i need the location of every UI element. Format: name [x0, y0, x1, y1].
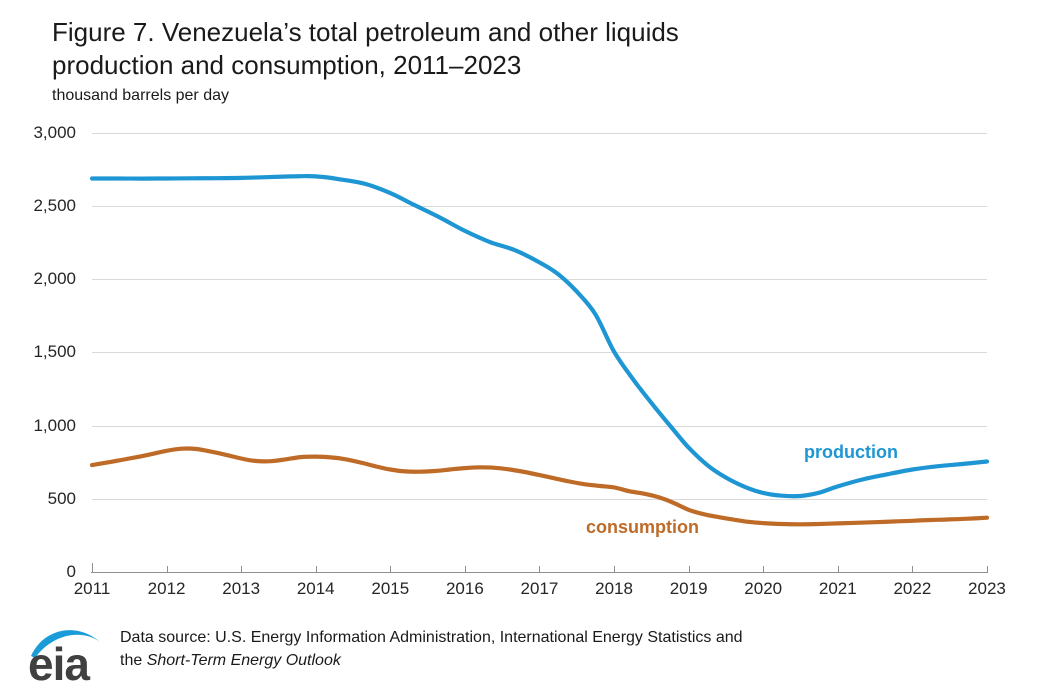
x-tick-label-2018: 2018 [595, 579, 633, 598]
x-tick-label-2014: 2014 [296, 579, 335, 598]
gridlines [92, 133, 987, 500]
series-label-consumption: consumption [586, 517, 699, 537]
series-line-consumption [89, 446, 990, 527]
data-source-text: Data source: U.S. Energy Information Adm… [120, 626, 900, 672]
series-label-production: production [804, 442, 898, 462]
y-tick-label-500: 500 [47, 488, 76, 508]
x-tick-label-2017: 2017 [520, 579, 559, 598]
x-axis [91, 563, 989, 574]
y-tick-label-1500: 1,500 [33, 342, 76, 362]
figure-title-block: Figure 7. Venezuela’s total petroleum an… [52, 16, 679, 106]
x-tick-label-2020: 2020 [744, 579, 783, 598]
eia-logo: eia [28, 630, 100, 686]
figure-unit-label: thousand barrels per day [52, 87, 229, 104]
y-tick-label-2000: 2,000 [33, 269, 76, 289]
y-tick-label-3000: 3,000 [33, 122, 76, 142]
data-source-publication: Short-Term Energy Outlook [146, 652, 341, 669]
eia-logo-text: eia [28, 638, 90, 686]
y-tick-label-1000: 1,000 [33, 415, 76, 435]
eia-logo-swoosh-icon [31, 630, 100, 658]
figure-title-line2: production and consumption, 2011–2023 [52, 50, 522, 80]
x-tick-label-2023: 2023 [968, 579, 1006, 598]
x-tick-label-2021: 2021 [818, 579, 857, 598]
y-tick-label-0: 0 [66, 562, 76, 581]
x-tick-label-2022: 2022 [893, 579, 932, 598]
x-tick-label-2013: 2013 [222, 579, 261, 598]
x-tick-label-2015: 2015 [371, 579, 410, 598]
data-source-line2: the Short-Term Energy Outlook [120, 652, 341, 669]
data-series-curves [89, 173, 990, 527]
data-source-line1: Data source: U.S. Energy Information Adm… [120, 629, 743, 646]
series-line-production [89, 173, 990, 499]
x-tick-label-2016: 2016 [445, 579, 484, 598]
x-tick-label-2019: 2019 [669, 579, 708, 598]
y-tick-label-2500: 2,500 [33, 196, 76, 215]
x-tick-label-2011: 2011 [73, 579, 111, 598]
x-tick-label-2012: 2012 [147, 579, 186, 598]
figure-title-line1: Figure 7. Venezuela’s total petroleum an… [52, 17, 679, 47]
